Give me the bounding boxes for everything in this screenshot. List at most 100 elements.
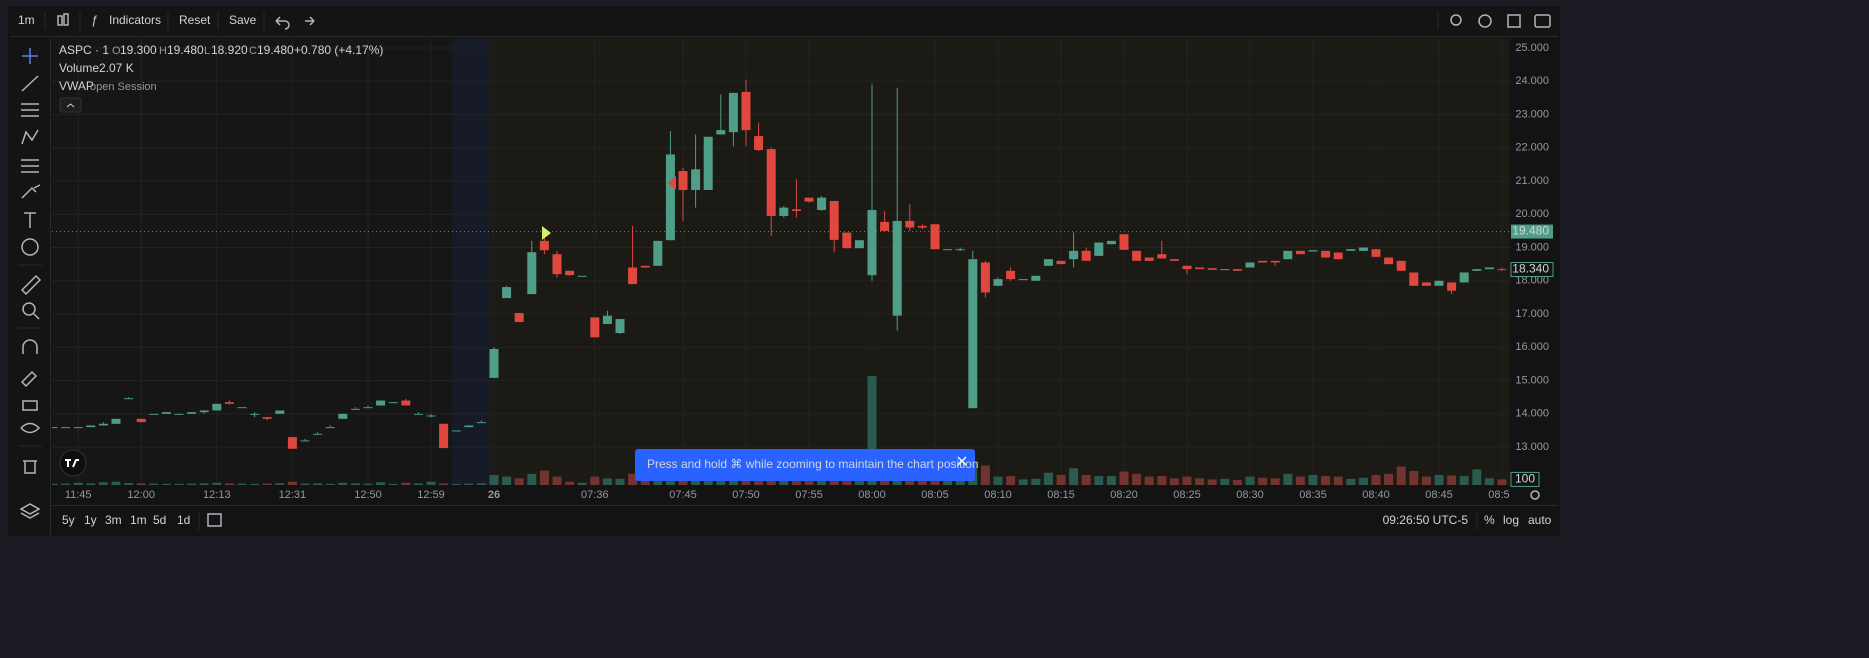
axis-settings[interactable]: [1530, 490, 1540, 500]
range-button[interactable]: 5y: [62, 513, 75, 527]
volume-bar: [73, 482, 83, 485]
volume-bar: [1018, 479, 1028, 485]
axes: 25.000 24.000 23.000 22.000 21.000 20.000 19.0…: [52, 42, 1554, 501]
range-button[interactable]: 1d: [177, 513, 190, 527]
range-button[interactable]: 1m: [130, 513, 147, 527]
search-icon[interactable]: [1450, 14, 1462, 26]
candle-body: [124, 398, 134, 400]
volume-bar: [1459, 476, 1469, 485]
volume-bar: [640, 480, 650, 485]
price-label: 19.480: [1512, 224, 1549, 238]
screenshot-icon[interactable]: [1534, 14, 1551, 28]
volume-bar: [464, 483, 474, 485]
range-button[interactable]: 3m: [105, 513, 122, 527]
vwap-setting: open Session: [90, 81, 157, 93]
x-tick-label: 08:05: [921, 489, 949, 501]
candle-body: [691, 169, 701, 190]
auto-toggle[interactable]: auto: [1528, 513, 1552, 527]
volume-bar: [136, 483, 146, 485]
candle-body: [728, 92, 738, 133]
toast-message: Press and hold ⌘ while zooming to mainta…: [647, 457, 979, 471]
x-tick-label: 08:35: [1299, 489, 1327, 501]
candle-body: [905, 220, 915, 228]
date-range-icon[interactable]: [207, 513, 222, 527]
indicators-button[interactable]: Indicators: [109, 13, 161, 27]
range-button[interactable]: 1y: [84, 513, 97, 527]
candle-body: [766, 149, 776, 216]
premarket-background: [452, 38, 490, 485]
candle-body: [502, 287, 512, 299]
y-tick-label: 19.000: [1515, 241, 1549, 253]
candle-body: [98, 423, 108, 426]
candle-body: [313, 433, 323, 435]
chart-type-icon[interactable]: [57, 13, 69, 26]
x-tick-label: 07:36: [581, 489, 609, 501]
candle-body: [1472, 269, 1482, 271]
candle-body: [741, 91, 751, 131]
volume-bar: [1295, 476, 1305, 485]
volume-value: 2.07 K: [99, 61, 134, 75]
volume-bar: [1283, 473, 1293, 485]
volume-bar: [917, 479, 927, 485]
indicators-icon: ƒ: [91, 13, 98, 27]
candle-body: [602, 315, 612, 325]
volume-bar: [237, 483, 247, 485]
volume-bar: [1484, 478, 1494, 485]
candle-body: [1497, 269, 1507, 271]
settings-icon[interactable]: [1478, 14, 1492, 28]
range-button[interactable]: 5d: [153, 513, 166, 527]
candle-body: [1182, 265, 1192, 270]
redo[interactable]: [305, 16, 315, 26]
volume-bar: [174, 483, 184, 485]
undo[interactable]: [275, 16, 290, 30]
candle-body: [943, 249, 953, 251]
volume-bar: [943, 478, 953, 485]
candle-body: [1056, 260, 1066, 265]
reset-button[interactable]: Reset: [179, 13, 211, 27]
drawing-tools[interactable]: [19, 48, 42, 519]
candle-body: [300, 440, 310, 442]
change-value: +0.780 (+4.17%): [294, 43, 383, 57]
candle-body: [1220, 269, 1230, 271]
y-tick-label: 24.000: [1515, 75, 1549, 87]
volume-bar: [1308, 474, 1318, 485]
candle-body: [1006, 270, 1016, 280]
x-tick-label: 08:00: [858, 489, 886, 501]
x-tick-label: 08:45: [1425, 489, 1453, 501]
y-tick-label: 21.000: [1515, 175, 1549, 187]
y-tick-label: 15.000: [1515, 374, 1549, 386]
candle-body: [804, 197, 814, 202]
collapse-legend[interactable]: [59, 97, 82, 113]
candle-body: [1421, 282, 1431, 286]
candle-body: [1434, 280, 1444, 286]
x-tick-label: 12:50: [354, 489, 382, 501]
volume-bar: [867, 376, 877, 485]
volume-bar: [262, 483, 272, 485]
x-tick-label: 08:10: [984, 489, 1012, 501]
volume-bar: [388, 483, 398, 485]
candle-body: [187, 412, 197, 414]
volume-bar: [98, 482, 108, 485]
fullscreen-icon[interactable]: [1507, 14, 1521, 28]
percent-toggle[interactable]: %: [1484, 513, 1495, 527]
candle-body: [615, 319, 625, 334]
extended-background: [52, 38, 452, 485]
candle-body: [174, 413, 184, 415]
log-toggle[interactable]: log: [1503, 513, 1519, 527]
time-axis: [52, 485, 1510, 505]
candle-body: [237, 407, 247, 409]
toast-close[interactable]: [957, 456, 967, 466]
interval-button[interactable]: 1m: [18, 13, 35, 27]
save-button[interactable]: Save: [229, 13, 257, 27]
logo[interactable]: [59, 449, 87, 477]
volume-bar: [1094, 476, 1104, 485]
close-value: 19.480: [257, 43, 294, 57]
vwap-label: VWAP: [59, 79, 94, 93]
candle-body: [930, 224, 940, 250]
candle-body: [376, 400, 386, 406]
candle-body: [1195, 267, 1205, 270]
y-tick-label: 17.000: [1515, 308, 1549, 320]
candle-body: [1169, 259, 1179, 261]
candle-body: [1321, 250, 1331, 258]
